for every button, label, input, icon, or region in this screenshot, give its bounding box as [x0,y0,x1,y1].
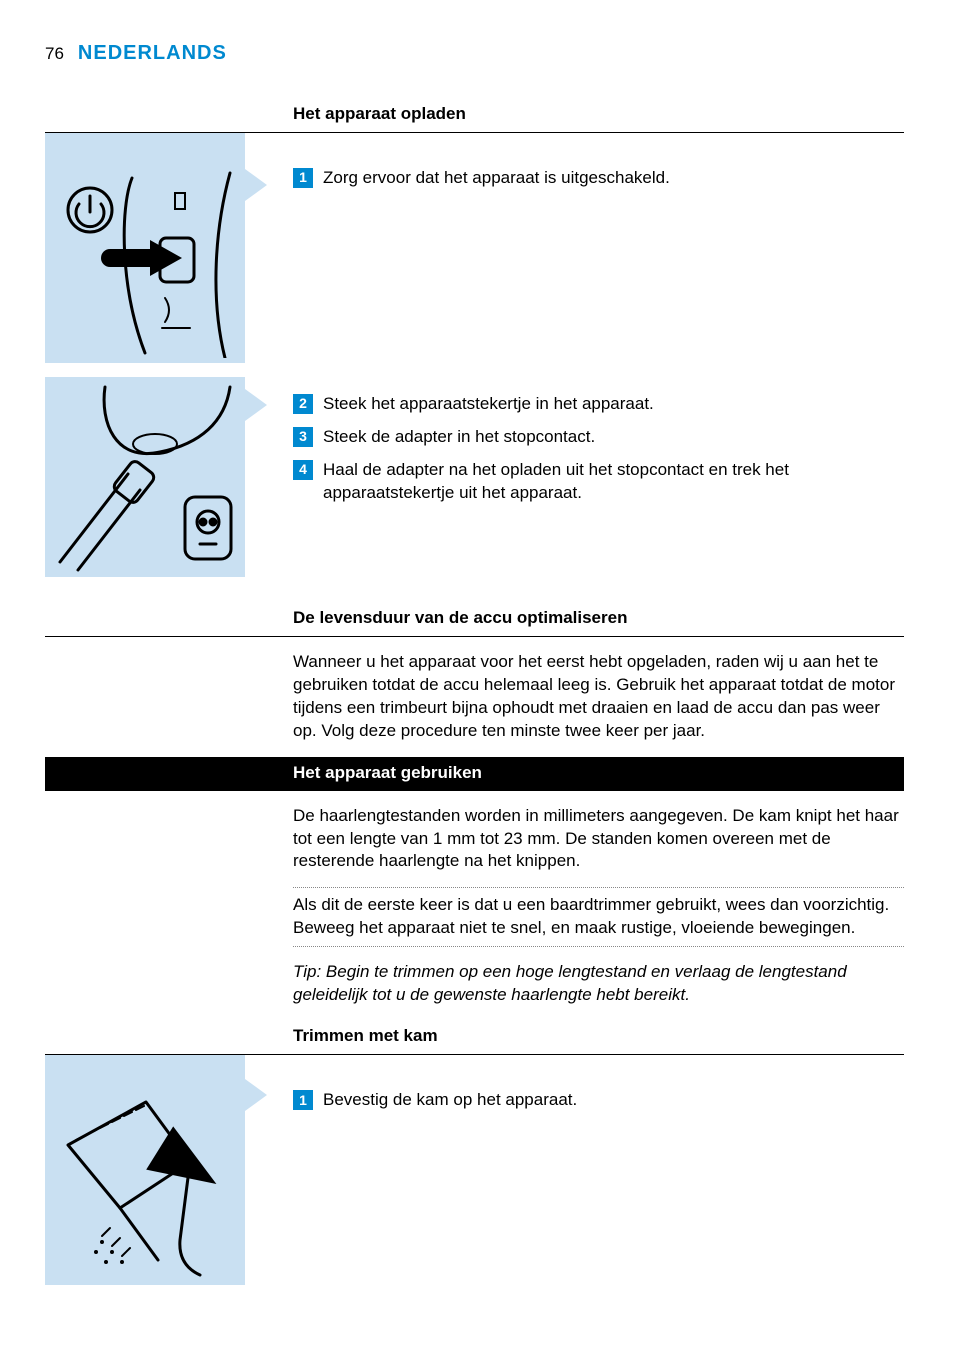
page-header: 76 NEDERLANDS [45,40,904,67]
using-tip: Tip: Begin te trimmen op een hoge lengte… [293,961,904,1007]
step-number-badge: 2 [293,394,313,414]
illus-svg-comb [50,1090,240,1280]
section-charging: Het apparaat opladen [45,99,904,577]
step-text: Zorg ervoor dat het apparaat is uitgesch… [323,167,904,190]
step-number-badge: 4 [293,460,313,480]
step-1: 1 Zorg ervoor dat het apparaat is uitges… [293,167,904,190]
steps-2-4-content: 2 Steek het apparaatstekertje in het app… [245,377,904,515]
heading-trim-comb: Trimmen met kam [293,1021,904,1054]
row-steps-2-4: 2 Steek het apparaatstekertje in het app… [45,377,904,577]
step-number-badge: 3 [293,427,313,447]
row-step-1: 1 Zorg ervoor dat het apparaat is uitges… [45,133,904,363]
heading-using: Het apparaat gebruiken [293,762,894,785]
step-number-badge: 1 [293,168,313,188]
row-trim-step-1: 1 Bevestig de kam op het apparaat. [45,1055,904,1285]
illustration-plug [45,377,245,577]
page-number: 76 [45,43,64,66]
illustration-attach-comb [45,1055,245,1285]
using-paragraph: De haarlengtestanden worden in millimete… [293,805,904,874]
step-text: Bevestig de kam op het apparaat. [323,1089,904,1112]
step-text: Steek het apparaatstekertje in het appar… [323,393,904,416]
step-2: 2 Steek het apparaatstekertje in het app… [293,393,904,416]
step-text: Haal de adapter na het opladen uit het s… [323,459,904,505]
rule [45,636,904,637]
section-bar-using: Het apparaat gebruiken [45,757,904,791]
heading-battery: De levensduur van de accu optimaliseren [293,603,904,636]
callout-arrow-icon [245,1079,267,1111]
illus-svg-power [50,168,240,358]
section-battery: De levensduur van de accu optimaliseren … [45,603,904,743]
step-4: 4 Haal de adapter na het opladen uit het… [293,459,904,505]
illustration-power-off [45,133,245,363]
language-title: NEDERLANDS [78,40,227,67]
step-3: 3 Steek de adapter in het stopcontact. [293,426,904,449]
using-caution: Als dit de eerste keer is dat u een baar… [293,887,904,947]
manual-page: 76 NEDERLANDS Het apparaat opladen [0,0,954,1335]
trim-step-1-content: 1 Bevestig de kam op het apparaat. [245,1055,904,1122]
step-1-content: 1 Zorg ervoor dat het apparaat is uitges… [245,133,904,200]
illus-svg-plug [50,382,240,572]
step-number-badge: 1 [293,1090,313,1110]
callout-arrow-icon [245,169,267,201]
trim-step-1: 1 Bevestig de kam op het apparaat. [293,1089,904,1112]
heading-charging: Het apparaat opladen [293,99,904,132]
step-text: Steek de adapter in het stopcontact. [323,426,904,449]
callout-arrow-icon [245,389,267,421]
battery-paragraph: Wanneer u het apparaat voor het eerst he… [293,651,904,743]
